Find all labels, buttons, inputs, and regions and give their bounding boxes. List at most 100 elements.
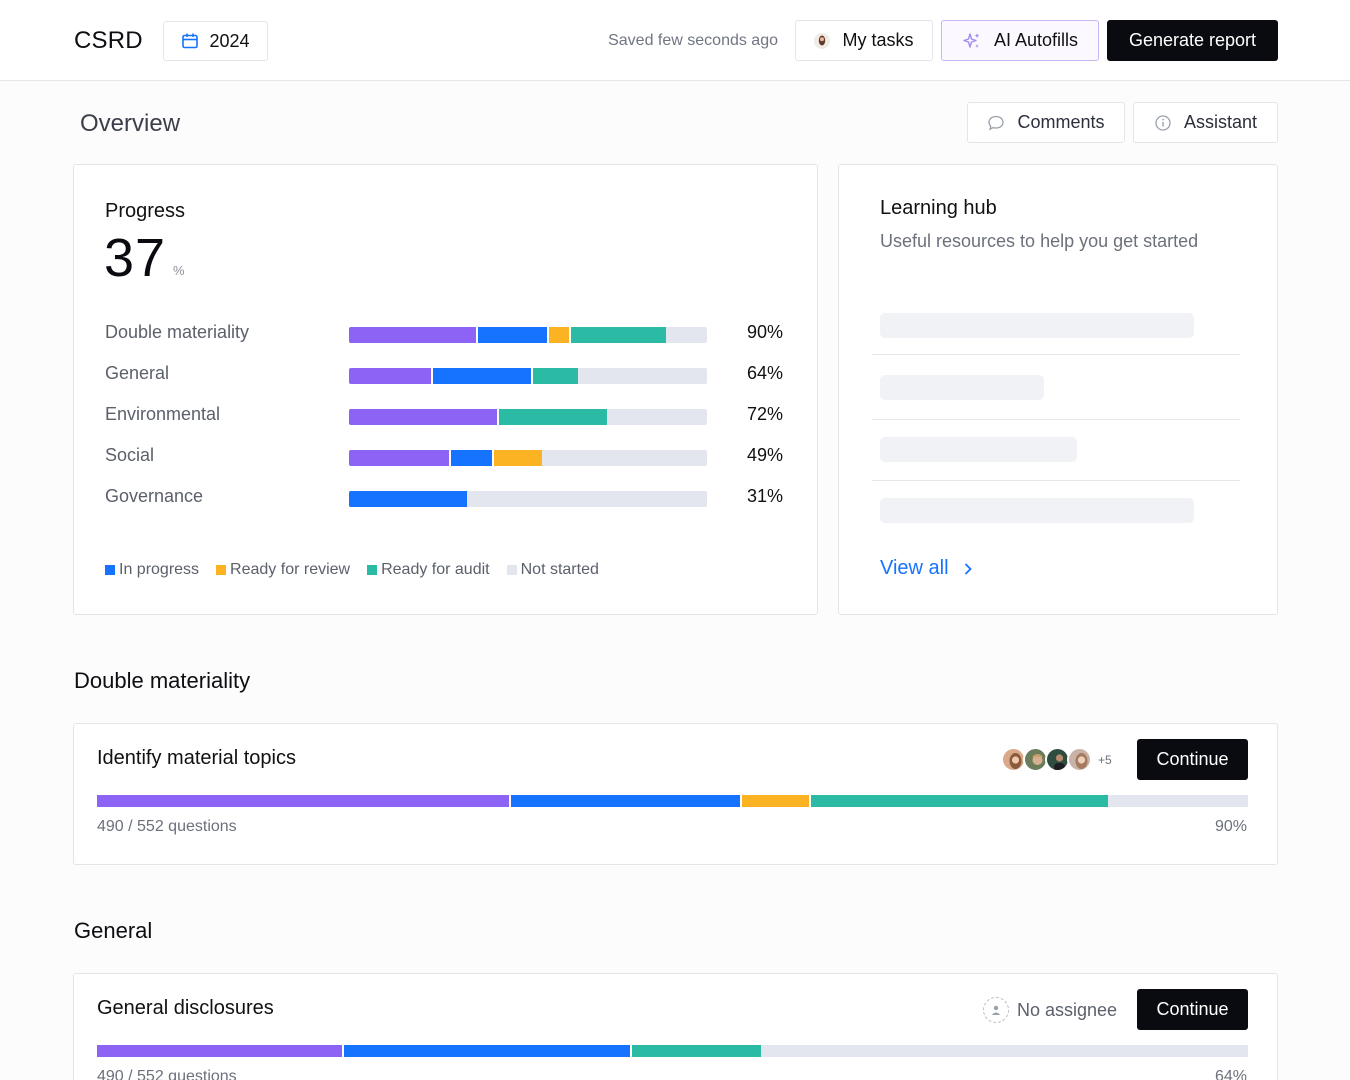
resource-placeholder [880,498,1194,523]
ai-autofills-button[interactable]: AI Autofills [941,20,1099,61]
year-selector[interactable]: 2024 [163,21,268,61]
my-tasks-label: My tasks [842,30,914,50]
continue-button[interactable]: Continue [1137,739,1248,780]
category-row[interactable]: Governance 31% [105,486,795,510]
task-card: Identify material topics +5 Continue 490… [73,723,1278,865]
top-bar: CSRD 2024 Saved few seconds ago My tasks… [0,0,1350,81]
progress-card: Progress 37 % Double materiality 90% Gen… [73,164,818,615]
questions-count: 490 / 552 questions [97,818,237,835]
learning-hub-title: Learning hub [880,197,997,219]
divider [872,354,1240,355]
assistant-label: Assistant [1183,112,1258,132]
legend-item: Ready for review [216,561,350,579]
divider [872,480,1240,481]
task-progress-bar [97,1045,1248,1057]
task-percent: 64% [1214,1068,1247,1080]
continue-button[interactable]: Continue [1137,989,1248,1030]
category-row[interactable]: Double materiality 90% [105,322,795,346]
progress-segment-ready-for-review [549,327,571,343]
category-name: Social [105,445,155,465]
page-title: Overview [80,110,181,137]
progress-segment-in-progress [511,795,742,807]
app-title: CSRD [74,27,143,54]
legend-swatch [506,565,517,575]
comments-label: Comments [1017,112,1105,132]
ai-autofills-label: AI Autofills [993,30,1079,50]
legend-swatch [367,565,378,575]
category-progress-bar [349,368,707,384]
section-title: General [74,918,153,943]
progress-segment-ready-for-review [493,450,543,466]
info-icon [1155,114,1171,131]
progress-legend: In progress Ready for review Ready for a… [105,561,599,579]
calendar-icon [182,33,199,49]
category-row[interactable]: General 64% [105,363,795,387]
progress-segment-in-progress [477,327,550,343]
assignee-label: No assignee [1017,999,1118,1020]
resource-placeholder [880,313,1194,338]
category-percent: 90% [747,322,784,342]
category-progress-bar [349,450,707,466]
progress-segment-in-progress [433,368,534,384]
legend-label: In progress [119,561,200,578]
progress-segment-in-progress [451,450,494,466]
category-name: Governance [105,486,204,506]
no-assignee-icon [983,997,1009,1023]
task-progress-bar [97,795,1248,807]
progress-segment-in-review-purple [349,368,434,384]
category-progress-bar [349,491,707,507]
progress-segment-ready-for-audit [810,795,1108,807]
legend-label: Ready for review [230,561,351,578]
category-name: Environmental [105,404,221,424]
avatar [1067,747,1092,772]
avatar [1001,747,1026,772]
learning-hub-card: Learning hub Useful resources to help yo… [838,164,1278,615]
save-status: Saved few seconds ago [608,32,778,49]
legend-item: In progress [105,561,199,579]
generate-report-button[interactable]: Generate report [1107,20,1278,61]
year-label: 2024 [209,30,250,51]
progress-segment-in-review-purple [349,450,452,466]
view-all-link[interactable]: View all [880,557,973,580]
legend-swatch [216,565,227,575]
legend-item: Ready for audit [367,561,490,579]
category-name: Double materiality [105,322,250,342]
progress-segment-ready-for-audit [570,327,666,343]
progress-segment-in-review-purple [97,1045,345,1057]
assignee-avatars[interactable]: +5 [1001,747,1112,772]
category-row[interactable]: Social 49% [105,445,795,469]
category-progress-bar [349,409,707,425]
category-name: General [105,363,170,383]
progress-segment-ready-for-review [741,795,811,807]
assistant-button[interactable]: Assistant [1133,102,1278,143]
assignee-selector[interactable]: No assignee [983,997,1117,1023]
legend-swatch [105,565,115,575]
category-percent: 72% [747,404,784,424]
divider [872,419,1240,420]
progress-segment-ready-for-audit [499,409,607,425]
progress-segment-ready-for-audit [533,368,579,384]
comments-button[interactable]: Comments [967,102,1125,143]
progress-segment-ready-for-audit [632,1045,762,1057]
my-tasks-button[interactable]: My tasks [795,20,933,61]
progress-segment-in-progress [344,1045,633,1057]
progress-label: Progress [105,200,186,222]
more-assignees-count: +5 [1098,752,1112,767]
chevron-right-icon [964,562,972,575]
section-title: Double materiality [74,668,251,693]
learning-hub-subtitle: Useful resources to help you get started [880,231,1199,251]
progress-segment-in-progress [349,491,468,507]
task-card: General disclosures No assignee Continue… [73,973,1278,1080]
questions-count: 490 / 552 questions [97,1068,237,1080]
avatar [1023,747,1048,772]
avatar [1045,747,1070,772]
progress-segment-in-review-purple [349,409,500,425]
category-row[interactable]: Environmental 72% [105,404,795,428]
category-progress-bar [349,327,707,343]
task-percent: 90% [1214,818,1247,835]
progress-unit: % [173,263,185,278]
sparkles-icon [963,32,980,48]
progress-segment-in-review-purple [97,795,512,807]
task-name: General disclosures [97,997,274,1019]
view-all-label: View all [880,557,949,579]
